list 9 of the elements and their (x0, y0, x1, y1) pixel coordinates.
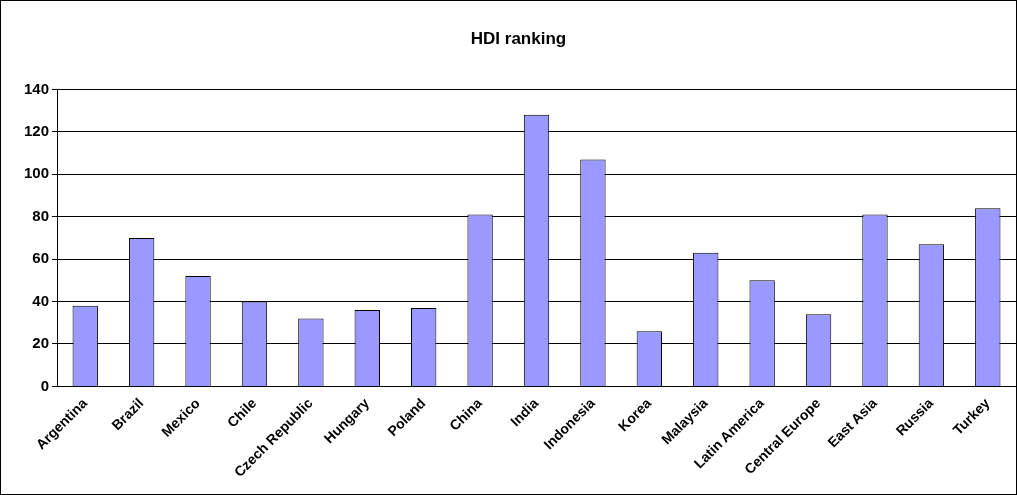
y-tick-label: 120 (24, 121, 50, 139)
y-tick-label: 40 (32, 291, 50, 309)
y-tick-label: 0 (40, 376, 50, 394)
y-tick-label: 80 (32, 206, 50, 224)
chart-title: HDI ranking (470, 28, 567, 48)
y-tick-label: 20 (32, 334, 50, 352)
y-tick-label: 100 (24, 164, 50, 182)
y-tick-label: 60 (32, 249, 50, 267)
y-tick-label: 140 (24, 79, 50, 97)
